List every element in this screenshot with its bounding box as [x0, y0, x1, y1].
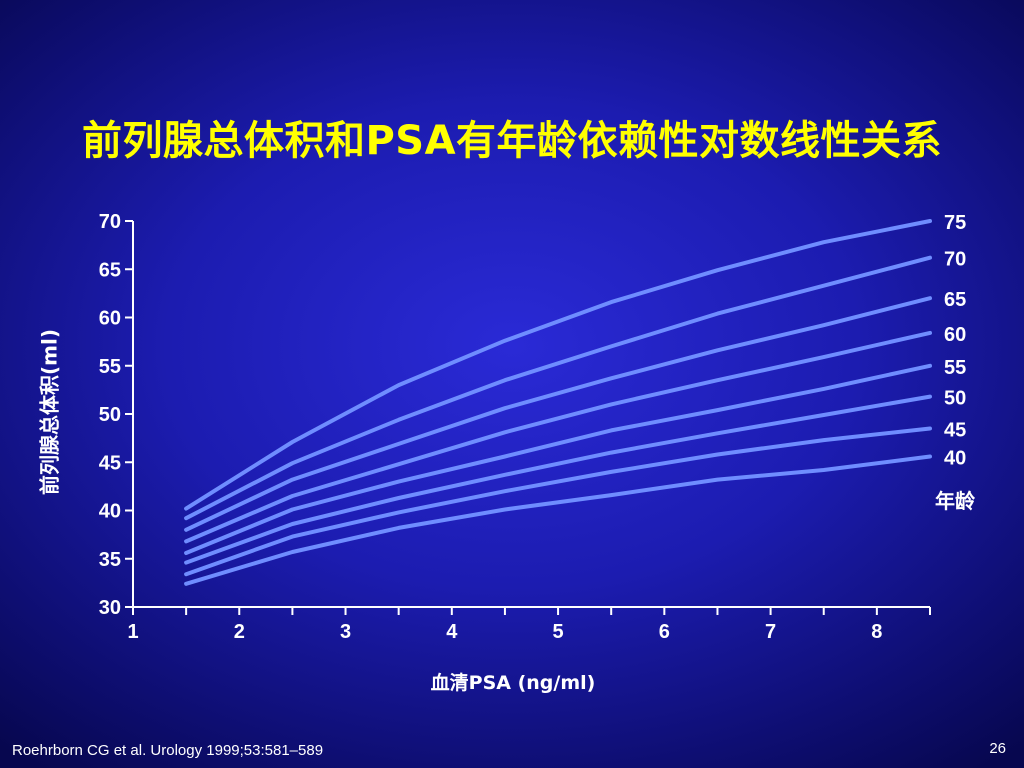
series-line-age-70	[184, 255, 932, 521]
series-label-age-60: 60	[944, 324, 966, 346]
x-tick-label: 5	[553, 621, 564, 643]
series-line-age-65	[184, 296, 932, 532]
series-label-age-50: 50	[944, 388, 966, 410]
series-line-age-40	[184, 454, 932, 586]
series-label-age-75: 75	[944, 212, 966, 234]
x-tick-label: 1	[127, 621, 138, 643]
x-axis-label: 血清PSA (ng/ml)	[430, 672, 596, 694]
page-number: 26	[989, 740, 1006, 757]
series-label-age-70: 70	[944, 249, 966, 271]
y-axis-label: 前列腺总体积(ml)	[37, 329, 62, 495]
y-tick-label: 70	[99, 211, 121, 233]
citation: Roehrborn CG et al. Urology 1999;53:581–…	[12, 742, 324, 759]
x-tick-label: 6	[659, 621, 670, 643]
series-line-age-75	[184, 219, 932, 511]
series-label-age-40: 40	[944, 447, 966, 469]
series-line-age-45	[184, 426, 932, 577]
x-tick-label: 8	[871, 621, 882, 643]
series-line-age-55	[184, 363, 932, 555]
chart-series-labels: 75 70 65 60 55 50 45 40	[944, 212, 966, 469]
series-line-age-60	[184, 330, 932, 544]
y-tick-label: 45	[99, 452, 121, 474]
y-tick-label: 55	[99, 356, 121, 378]
y-tick-label: 30	[99, 597, 121, 619]
series-label-age-55: 55	[944, 357, 966, 379]
legend-title: 年龄	[935, 489, 975, 513]
y-tick-label: 40	[99, 501, 121, 523]
y-tick-label: 35	[99, 549, 121, 571]
x-tick-label: 2	[234, 621, 245, 643]
slide-title: 前列腺总体积和PSA有年龄依赖性对数线性关系	[81, 118, 943, 164]
series-label-age-65: 65	[944, 289, 966, 311]
x-tick-label: 7	[765, 621, 776, 643]
y-tick-label: 65	[99, 259, 121, 281]
x-tick-label: 4	[446, 621, 458, 643]
series-label-age-45: 45	[944, 419, 966, 441]
y-tick-label: 60	[99, 308, 121, 330]
chart-series	[184, 219, 932, 586]
y-tick-label: 50	[99, 404, 121, 426]
x-tick-label: 3	[340, 621, 351, 643]
series-line-age-50	[184, 394, 932, 565]
